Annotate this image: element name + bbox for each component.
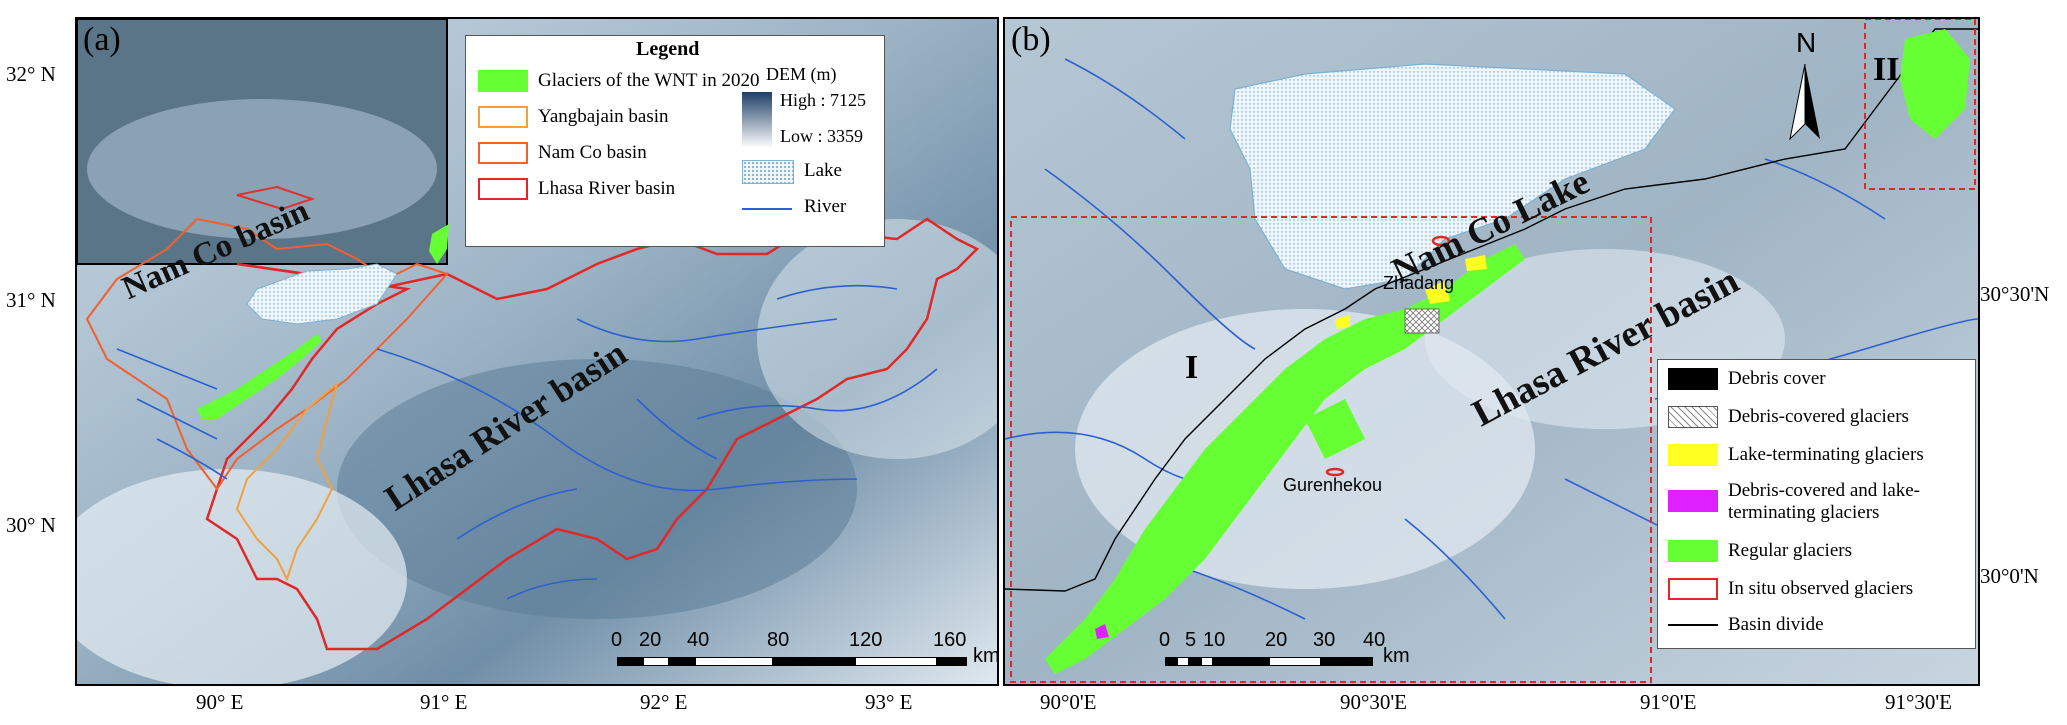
lon-tick-a: 90° E — [196, 690, 244, 714]
debris-lake-swatch — [1668, 490, 1718, 512]
debris-covered-swatch — [1668, 406, 1718, 428]
legend-item-label: Debris cover — [1728, 368, 1826, 389]
glacier-swatch — [478, 70, 528, 92]
lon-tick-a: 93° E — [865, 690, 913, 714]
lhasa-swatch — [478, 178, 528, 200]
legend-item-yangbajain: Yangbajain basin — [478, 106, 669, 128]
lake-swatch — [742, 160, 794, 184]
dem-low: Low : 3359 — [780, 126, 863, 146]
scale-bar-a: 0 20 40 80 120 160 km — [611, 629, 999, 679]
lat-tick-a: 30° N — [6, 513, 56, 537]
region-label-II: II — [1873, 51, 1900, 88]
lon-tick-b: 90°0'E — [1040, 690, 1097, 714]
lat-tick-a: 32° N — [6, 62, 56, 86]
legend-item-label: Basin divide — [1728, 614, 1824, 635]
lon-tick-a: 92° E — [640, 690, 688, 714]
legend-item-basin-divide: Basin divide — [1668, 614, 1824, 636]
scale-number: 120 — [849, 629, 883, 651]
label-gurenhekou: Gurenhekou — [1283, 475, 1383, 495]
namco-swatch — [478, 142, 528, 164]
scale-number: 20 — [1265, 629, 1288, 651]
yangbajain-swatch — [478, 106, 528, 128]
legend-item-lake-terminating: Lake-terminating glaciers — [1668, 444, 1924, 466]
lake-terminating-swatch — [1668, 444, 1718, 466]
label-zhadang: Zhadang — [1383, 273, 1455, 293]
map-panel-b: (b) N I II Nam Co Lake Lhasa River basin… — [1003, 17, 1980, 686]
legend-item-debris-cover: Debris cover — [1668, 368, 1826, 390]
map-panel-a: (a) Nam Co basin Lhasa River basin Legen… — [75, 17, 999, 686]
legend-panel-a: Legend Glaciers of the WNT in 2020 Yangb… — [465, 35, 885, 247]
legend-item-regular: Regular glaciers — [1668, 540, 1852, 562]
legend-item-namco: Nam Co basin — [478, 142, 647, 164]
lon-tick-b: 91°30'E — [1885, 690, 1953, 714]
dem-high: High : 7125 — [780, 90, 867, 110]
north-label: N — [1796, 27, 1817, 58]
legend-item-glaciers: Glaciers of the WNT in 2020 — [478, 70, 759, 92]
debris-cover-swatch — [1668, 368, 1718, 390]
scale-number: 160 — [933, 629, 967, 651]
lat-tick-b: 30°0'N — [1980, 564, 2039, 588]
legend-item-label: Debris-covered and lake-terminating glac… — [1728, 480, 1921, 523]
scale-number: 10 — [1203, 629, 1226, 651]
panel-label-b: (b) — [1011, 21, 1051, 58]
scale-unit: km — [973, 645, 999, 667]
lon-tick-b: 91°0'E — [1640, 690, 1697, 714]
lon-tick-a: 91° E — [420, 690, 468, 714]
lon-tick-b: 90°30'E — [1340, 690, 1408, 714]
river-label: River — [804, 196, 847, 217]
basin-divide-swatch — [1668, 624, 1718, 626]
legend-panel-b: Debris cover Debris-covered glaciers Lak… — [1657, 359, 1976, 649]
legend-item-in-situ: In situ observed glaciers — [1668, 578, 1913, 600]
legend-item-label: Regular glaciers — [1728, 540, 1852, 561]
legend-item-label: Lhasa River basin — [538, 178, 676, 199]
river-swatch — [742, 208, 792, 210]
scale-bar-b: 0 5 10 20 30 40 km — [1159, 629, 1455, 679]
scale-number: 20 — [639, 629, 662, 651]
legend-item-debris-lake: Debris-covered and lake-terminating glac… — [1668, 480, 1958, 524]
legend-item-debris-covered: Debris-covered glaciers — [1668, 406, 1909, 428]
scale-unit: km — [1383, 645, 1410, 667]
lat-tick-a: 31° N — [6, 288, 56, 312]
region-label-I: I — [1185, 349, 1199, 386]
panel-label-a: (a) — [83, 21, 121, 58]
lake-label: Lake — [804, 160, 842, 181]
legend-item-label: Lake-terminating glaciers — [1728, 444, 1924, 465]
dem-title: DEM (m) — [766, 64, 837, 84]
legend-item-label: Glaciers of the WNT in 2020 — [538, 70, 760, 91]
in-situ-swatch — [1668, 578, 1718, 600]
scale-number: 5 — [1185, 629, 1197, 651]
legend-item-label: Debris-covered glaciers — [1728, 406, 1909, 427]
dem-ramp — [742, 92, 772, 148]
lat-tick-b: 30°30'N — [1980, 282, 2050, 306]
scale-number: 40 — [687, 629, 710, 651]
scale-number: 80 — [767, 629, 790, 651]
legend-title: Legend — [636, 38, 700, 60]
north-arrow-icon — [1789, 63, 1820, 141]
scale-number: 40 — [1363, 629, 1386, 651]
scale-number: 0 — [611, 629, 623, 651]
regular-swatch — [1668, 540, 1718, 562]
legend-item-label: In situ observed glaciers — [1728, 578, 1914, 599]
scale-number: 0 — [1159, 629, 1171, 651]
legend-item-label: Yangbajain basin — [538, 106, 669, 127]
legend-item-lhasa: Lhasa River basin — [478, 178, 675, 200]
scale-number: 30 — [1313, 629, 1336, 651]
legend-item-label: Nam Co basin — [538, 142, 647, 163]
